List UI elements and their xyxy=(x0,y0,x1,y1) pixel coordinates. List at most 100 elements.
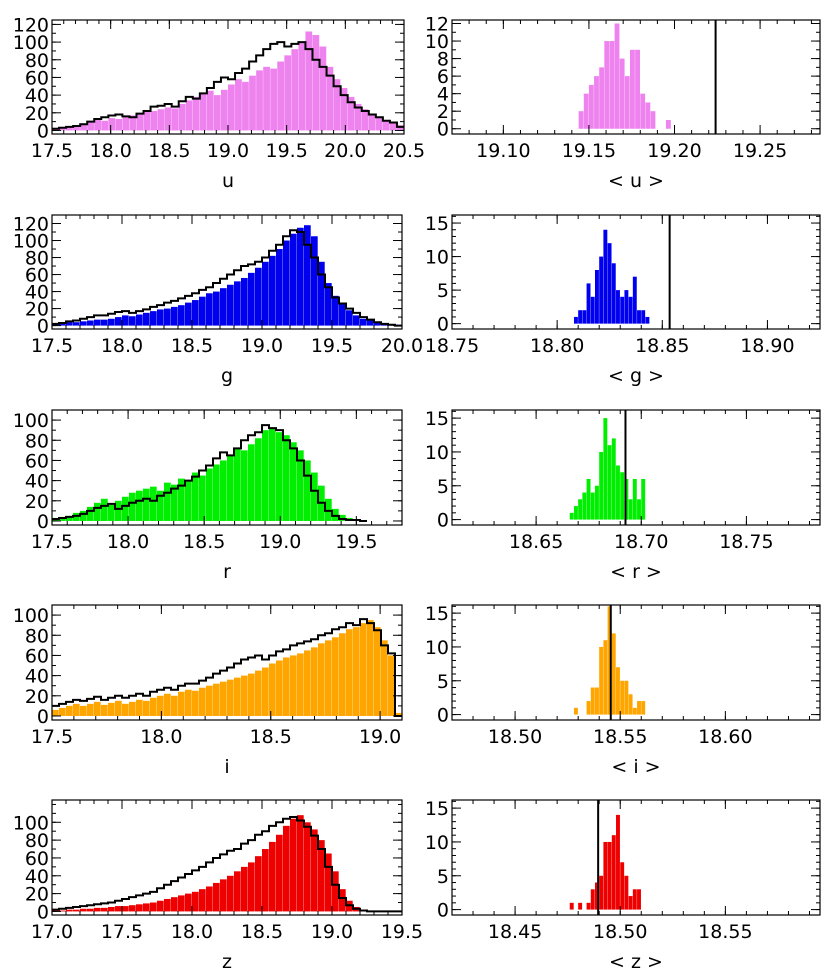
z-hist-bar xyxy=(311,829,318,912)
i-hist-bar xyxy=(325,640,332,716)
r-hist-bar xyxy=(283,435,290,521)
z-hist-bar xyxy=(220,879,227,912)
z-mean-bar xyxy=(603,841,608,910)
i-mean-x-axis-title: < i > xyxy=(611,756,660,778)
g-hist-bar xyxy=(374,322,381,326)
z-hist-y-tick-label: 0 xyxy=(37,901,49,923)
z-mean-bar xyxy=(632,889,637,910)
r-hist-bar xyxy=(178,478,185,521)
r-hist-bar xyxy=(255,438,262,521)
i-hist-bar xyxy=(59,707,66,716)
i-hist-y-tick-label: 100 xyxy=(13,605,49,627)
z-mean-bar xyxy=(590,889,595,910)
r-hist-bar xyxy=(220,460,227,521)
i-mean-bar xyxy=(573,707,578,715)
u-hist-x-axis-title: u xyxy=(222,170,234,192)
g-hist-bar xyxy=(227,284,234,326)
u-hist-bar xyxy=(305,31,313,131)
i-mean-y-tick-label: 0 xyxy=(437,705,449,727)
z-hist-bar xyxy=(297,815,304,912)
r-mean-x-tick-label: 18.75 xyxy=(719,531,773,553)
u-mean-bar xyxy=(614,23,620,129)
r-mean-bar xyxy=(594,485,599,520)
i-mean-x-tick-label: 18.50 xyxy=(488,726,542,748)
g-mean-panel: 18.75 18.80 18.85 18.90 0 5 10 15 < g > xyxy=(425,213,821,387)
g-hist-bar xyxy=(248,272,255,326)
r-mean-bar xyxy=(586,479,591,520)
i-hist-x-axis-title: i xyxy=(224,756,229,778)
i-mean-bar xyxy=(599,646,604,715)
z-hist-bar xyxy=(248,862,255,912)
z-mean-bar xyxy=(616,814,620,910)
g-hist-bar xyxy=(269,255,276,326)
u-mean-bar xyxy=(624,76,630,129)
z-hist-bar xyxy=(290,818,297,912)
i-hist-bar xyxy=(234,677,241,716)
g-hist-bar xyxy=(360,318,367,326)
g-hist-bar xyxy=(206,293,213,326)
g-mean-bar xyxy=(637,310,641,324)
r-mean-frame xyxy=(451,409,821,526)
z-hist-bar xyxy=(213,882,220,912)
u-mean-y-tick-label: 2 xyxy=(437,101,449,123)
z-mean-bar xyxy=(578,902,583,910)
i-hist-y-tick-label: 20 xyxy=(25,686,49,708)
i-hist-bar xyxy=(94,701,101,716)
g-hist-bar xyxy=(234,281,241,326)
z-hist-x-tick-label: 17.5 xyxy=(101,921,143,943)
r-mean-bar xyxy=(611,438,616,520)
g-hist-bar xyxy=(150,311,157,326)
u-hist-bar xyxy=(136,113,144,131)
g-hist-x-tick-label: 18.5 xyxy=(171,335,213,357)
g-hist-bar xyxy=(318,261,325,326)
g-mean-bar xyxy=(573,316,578,324)
i-mean-bar xyxy=(616,667,620,715)
z-mean-bar xyxy=(637,889,641,910)
u-mean-bar xyxy=(665,119,671,129)
g-hist-bar xyxy=(220,288,227,326)
i-hist-bar xyxy=(395,712,402,716)
g-mean-bar xyxy=(603,229,608,324)
g-hist-y-tick-label: 80 xyxy=(25,248,49,270)
z-mean-bar xyxy=(599,875,604,910)
z-hist-bar xyxy=(332,871,339,912)
u-hist-bar xyxy=(164,107,172,131)
u-hist-bar xyxy=(122,117,130,131)
z-hist-bar xyxy=(101,907,108,912)
z-hist-x-tick-label: 19.0 xyxy=(311,921,353,943)
g-hist-bar xyxy=(339,304,346,326)
g-mean-bar xyxy=(624,290,629,324)
r-hist-bar xyxy=(227,455,234,521)
r-hist-bar xyxy=(304,460,311,521)
z-hist-bar xyxy=(192,891,199,912)
u-mean-x-tick-label: 19.20 xyxy=(647,140,701,162)
u-hist-y-tick-label: 40 xyxy=(25,85,49,107)
u-hist-bar xyxy=(115,118,123,131)
u-mean-bar xyxy=(594,76,599,129)
z-mean-bar xyxy=(620,862,625,910)
u-mean-y-tick-label: 4 xyxy=(437,84,449,106)
z-hist-bar xyxy=(339,889,346,912)
u-hist-y-tick-label: 20 xyxy=(25,103,49,125)
g-hist-bar xyxy=(241,277,248,326)
u-mean-bar xyxy=(650,111,656,129)
i-hist-bar xyxy=(290,655,297,716)
r-hist-bar xyxy=(150,486,157,521)
u-mean-y-tick-label: 0 xyxy=(437,119,449,141)
g-hist-x-axis-title: g xyxy=(221,365,233,387)
u-mean-y-tick-label: 10 xyxy=(425,31,449,53)
u-hist-outline-series xyxy=(52,41,404,130)
g-mean-bar xyxy=(632,276,637,324)
r-hist-y-tick-label: 100 xyxy=(13,410,49,432)
g-mean-bar xyxy=(628,296,633,324)
z-mean-y-tick-label: 5 xyxy=(437,866,449,888)
r-hist-bar xyxy=(108,504,115,521)
i-mean-bar xyxy=(624,680,629,715)
r-mean-bar xyxy=(578,499,583,520)
g-hist-bar xyxy=(283,240,290,326)
g-mean-bar xyxy=(616,290,620,324)
z-mean-bar xyxy=(569,902,574,910)
u-hist-x-tick-label: 20.0 xyxy=(324,140,366,162)
u-mean-bar xyxy=(604,41,610,129)
i-hist-bar xyxy=(101,704,108,716)
